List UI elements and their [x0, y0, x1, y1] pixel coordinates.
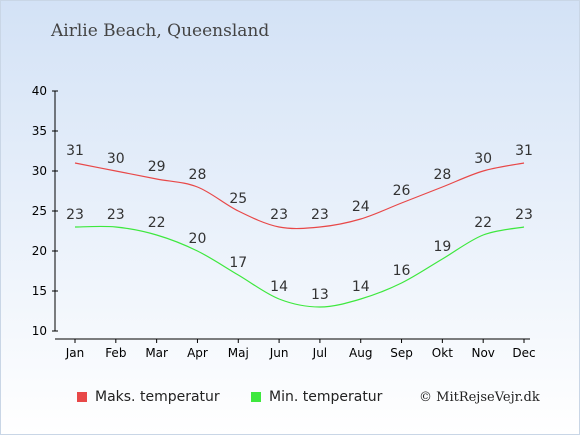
max-data-label: 23	[270, 207, 288, 223]
y-tick-label: 20	[32, 244, 47, 258]
min-data-label: 14	[270, 279, 288, 295]
min-data-label: 17	[229, 255, 247, 271]
x-tick-label: Aug	[349, 346, 372, 360]
max-temperature-line	[74, 162, 525, 230]
y-tick-label: 10	[32, 324, 47, 338]
min-data-label: 23	[107, 207, 125, 223]
series-lines	[74, 162, 525, 308]
chart-title: Airlie Beach, Queensland	[51, 21, 270, 41]
max-data-label: 31	[66, 143, 84, 159]
min-data-label: 23	[515, 207, 533, 223]
min-data-label: 14	[352, 279, 370, 295]
min-data-label: 20	[189, 231, 207, 247]
min-temperature-line	[74, 225, 525, 308]
min-swatch	[251, 392, 261, 402]
min-data-label: 19	[433, 239, 451, 255]
x-tick-label: Maj	[228, 346, 249, 360]
x-tick-label: Dec	[512, 346, 535, 360]
legend-item-min: Min. temperatur	[251, 389, 382, 405]
max-data-label: 25	[229, 191, 247, 207]
max-data-label: 30	[474, 151, 492, 167]
y-tick-label: 15	[32, 284, 47, 298]
x-tick-label: Nov	[471, 346, 494, 360]
max-data-label: 23	[311, 207, 329, 223]
min-data-label: 23	[66, 207, 84, 223]
legend-label-max: Maks. temperatur	[95, 389, 220, 405]
min-data-label: 13	[311, 287, 329, 303]
y-tick-label: 30	[32, 164, 47, 178]
min-data-label: 22	[148, 215, 166, 231]
x-tick-label: Feb	[105, 346, 126, 360]
max-data-label: 24	[352, 199, 370, 215]
x-tick-label: Sep	[390, 346, 413, 360]
x-tick-label: Apr	[187, 346, 208, 360]
y-tick-label: 35	[32, 124, 47, 138]
min-data-label: 22	[474, 215, 492, 231]
x-tick-label: Jun	[269, 346, 289, 360]
max-data-label: 28	[433, 167, 451, 183]
max-data-label: 30	[107, 151, 125, 167]
x-tick-label: Jul	[312, 346, 327, 360]
temperature-chart: 10 15 20 25 30 35 40 Jan Feb Mar Apr Maj Jun Jul Aug Se…	[32, 84, 536, 360]
y-tick-label: 25	[32, 204, 47, 218]
axes: 10 15 20 25 30 35 40 Jan Feb Mar Apr Maj Jun Jul Aug Se…	[32, 84, 536, 360]
copyright-text: © MitRejseVejr.dk	[419, 390, 540, 405]
y-tick-label: 40	[32, 84, 47, 98]
max-data-label: 31	[515, 143, 533, 159]
min-data-label: 16	[393, 263, 411, 279]
max-data-label: 29	[148, 159, 166, 175]
max-data-label: 26	[393, 183, 411, 199]
max-data-label: 28	[189, 167, 207, 183]
legend-item-max: Maks. temperatur	[77, 389, 220, 405]
x-tick-label: Jan	[65, 346, 85, 360]
data-labels: 31 30 29 28 25 23 23 24 26 28 30 31 23 23 22 20 17 14 13 14…	[66, 143, 533, 303]
max-swatch	[77, 392, 87, 402]
x-tick-label: Okt	[432, 346, 453, 360]
legend-label-min: Min. temperatur	[269, 389, 383, 405]
x-tick-label: Mar	[145, 346, 168, 360]
